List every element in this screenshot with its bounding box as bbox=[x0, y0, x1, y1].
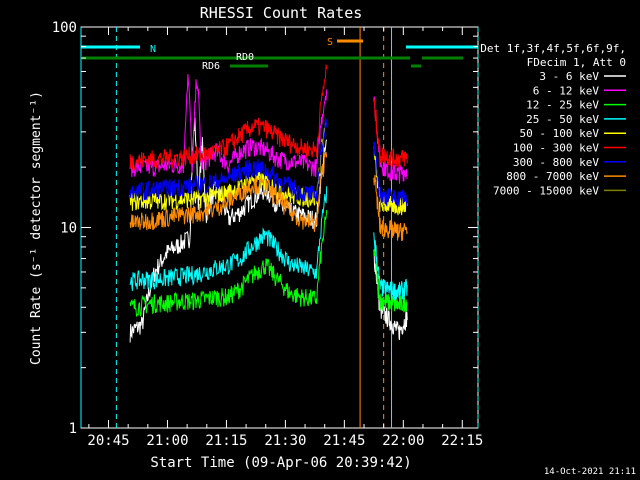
timestamp: 14-Oct-2021 21:11 bbox=[544, 467, 636, 477]
saa-label: S bbox=[327, 37, 333, 48]
plot-area: N S RD0 RD6 bbox=[81, 27, 478, 428]
x-tick-label: 21:15 bbox=[205, 433, 247, 449]
y-tick-label: 10 bbox=[60, 221, 77, 237]
legend-entry-label: 100 - 300 keV bbox=[513, 142, 599, 155]
legend-entry-label: 25 - 50 keV bbox=[526, 113, 599, 126]
x-tick-label: 21:00 bbox=[146, 433, 188, 449]
legend-entry-label: 12 - 25 keV bbox=[526, 99, 599, 112]
legend-entry-label: 50 - 100 keV bbox=[520, 127, 600, 140]
legend-entry-label: 7000 - 15000 keV bbox=[493, 184, 599, 197]
legend-header-line: Det 1f,3f,4f,5f,6f,9f, bbox=[480, 42, 626, 55]
rd0-label: RD0 bbox=[236, 52, 254, 63]
legend-entry-label: 800 - 7000 keV bbox=[506, 170, 599, 183]
x-tick-label: 20:45 bbox=[87, 433, 129, 449]
y-tick-label: 1 bbox=[69, 421, 77, 437]
legend-entry-label: 300 - 800 keV bbox=[513, 156, 599, 169]
y-tick-label: 100 bbox=[52, 20, 77, 36]
x-tick-label: 21:30 bbox=[264, 433, 306, 449]
rd6-label: RD6 bbox=[202, 61, 220, 72]
series-line-2 bbox=[130, 210, 407, 316]
x-tick-label: 22:00 bbox=[382, 433, 424, 449]
y-axis-label: Count Rate (s⁻¹ detector segment⁻¹) bbox=[29, 91, 44, 365]
legend: Det 1f,3f,4f,5f,6f,9f,FDecim 1, Att 03 -… bbox=[480, 42, 626, 197]
x-tick-label: 22:15 bbox=[441, 433, 483, 449]
chart-title: RHESSI Count Rates bbox=[200, 4, 363, 22]
night-label: N bbox=[150, 44, 156, 55]
legend-header-line: FDecim 1, Att 0 bbox=[527, 56, 626, 69]
x-axis-label: Start Time (09-Apr-06 20:39:42) bbox=[150, 455, 411, 471]
legend-entry-label: 6 - 12 keV bbox=[533, 84, 600, 97]
x-tick-label: 21:45 bbox=[323, 433, 365, 449]
legend-entry-label: 3 - 6 keV bbox=[539, 70, 599, 83]
